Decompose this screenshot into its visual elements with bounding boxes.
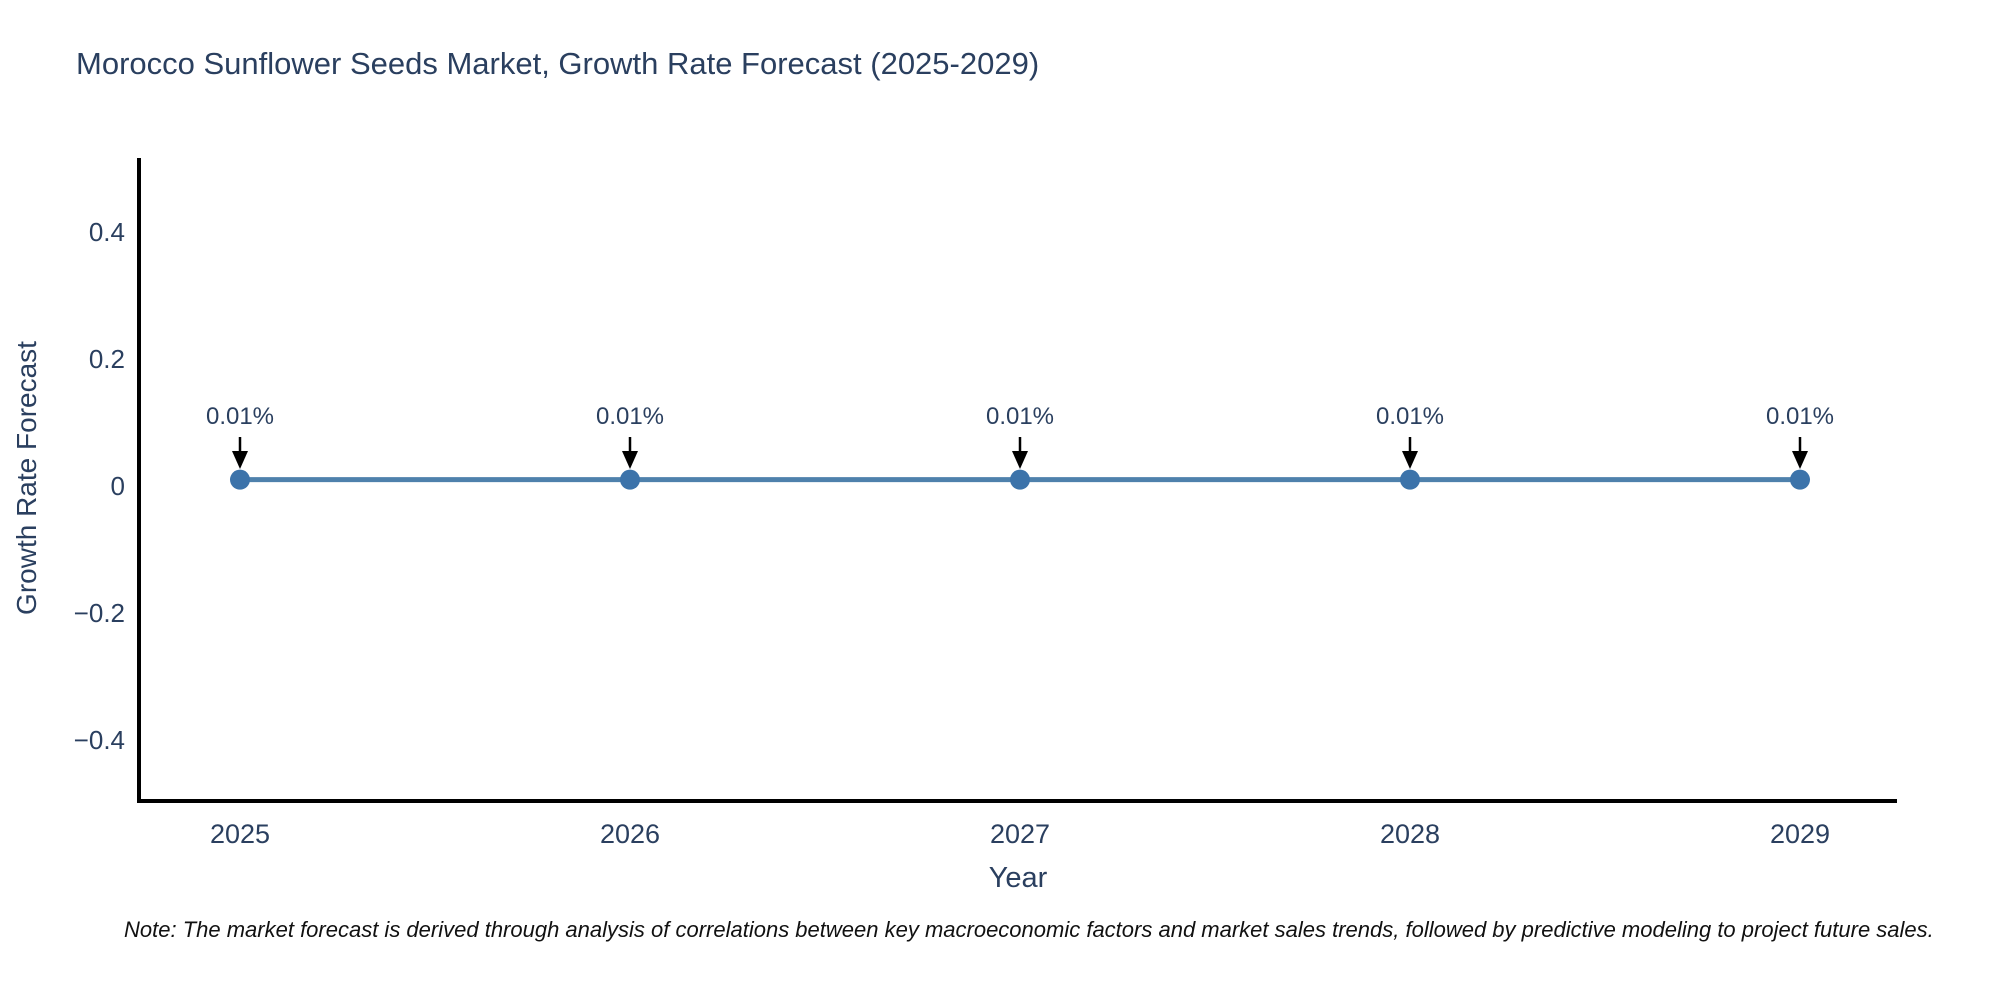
y-axis-title: Growth Rate Forecast <box>11 341 42 615</box>
annotation-label: 0.01% <box>1766 403 1834 430</box>
annotation-arrowhead <box>1792 451 1808 469</box>
data-point-marker <box>1400 469 1420 490</box>
annotation-arrowhead <box>1012 451 1028 469</box>
data-point-marker <box>230 469 250 490</box>
x-axis-title: Year <box>989 862 1048 894</box>
data-point-marker <box>620 469 640 490</box>
data-point-marker <box>1790 469 1810 490</box>
y-tick-label: 0 <box>111 471 125 501</box>
y-tick-label: 0.4 <box>89 217 125 247</box>
point-annotations: 0.01% 0.01% 0.01% 0.01% 0.01% <box>206 403 1834 469</box>
annotation-arrowhead <box>232 451 248 469</box>
annotation-label: 0.01% <box>596 403 664 430</box>
x-tick-label: 2025 <box>210 819 270 849</box>
chart-title: Morocco Sunflower Seeds Market, Growth R… <box>76 46 1040 81</box>
footnote: Note: The market forecast is derived thr… <box>124 917 1934 942</box>
axes <box>137 158 1897 803</box>
y-tick-label: −0.4 <box>74 725 125 755</box>
annotation-arrowhead <box>622 451 638 469</box>
annotation-label: 0.01% <box>986 403 1054 430</box>
x-tick-label: 2027 <box>990 819 1050 849</box>
x-tick-label: 2026 <box>600 819 660 849</box>
x-tick-label: 2029 <box>1770 819 1830 849</box>
x-tick-label: 2028 <box>1380 819 1440 849</box>
series-line-and-markers <box>230 469 1810 490</box>
annotation-arrowhead <box>1402 451 1418 469</box>
data-point-marker <box>1010 469 1030 490</box>
y-tick-label: −0.2 <box>74 598 125 628</box>
y-tick-label: 0.2 <box>89 344 125 374</box>
y-tick-labels: 0.4 0.2 0 −0.2 −0.4 <box>74 217 125 755</box>
annotation-label: 0.01% <box>206 403 274 430</box>
annotation-label: 0.01% <box>1376 403 1444 430</box>
x-tick-labels: 2025 2026 2027 2028 2029 <box>210 819 1830 849</box>
